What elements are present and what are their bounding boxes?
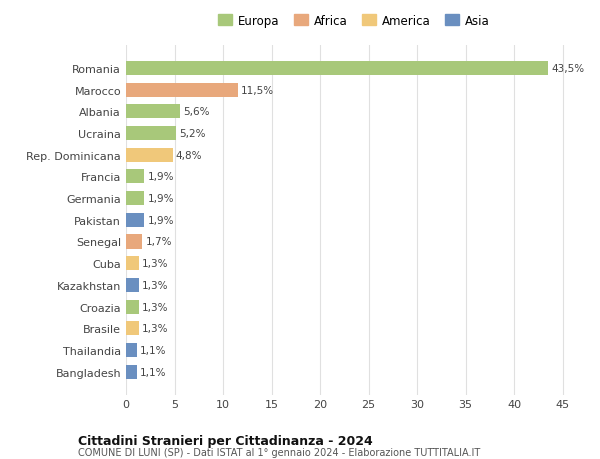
Bar (126, 343, 137, 357)
Text: Cittadini Stranieri per Cittadinanza - 2024: Cittadini Stranieri per Cittadinanza - 2… (78, 434, 373, 447)
Bar (126, 213, 145, 227)
Bar (126, 192, 145, 206)
Text: COMUNE DI LUNI (SP) - Dati ISTAT al 1° gennaio 2024 - Elaborazione TUTTITALIA.IT: COMUNE DI LUNI (SP) - Dati ISTAT al 1° g… (78, 448, 480, 458)
Bar (126, 170, 145, 184)
Text: 11,5%: 11,5% (241, 85, 274, 95)
Bar (126, 278, 139, 292)
Legend: Europa, Africa, America, Asia: Europa, Africa, America, Asia (214, 10, 494, 32)
Text: 1,3%: 1,3% (142, 324, 168, 334)
Text: 1,9%: 1,9% (148, 194, 174, 204)
Text: 1,9%: 1,9% (148, 215, 174, 225)
Text: 1,3%: 1,3% (142, 280, 168, 290)
Bar (126, 321, 139, 336)
Bar (126, 300, 139, 314)
Text: 4,8%: 4,8% (175, 151, 202, 160)
Bar (126, 365, 137, 379)
Bar (126, 84, 238, 97)
Bar (126, 235, 142, 249)
Text: 1,1%: 1,1% (140, 367, 166, 377)
Text: 1,3%: 1,3% (142, 302, 168, 312)
Bar (126, 148, 173, 162)
Text: 5,6%: 5,6% (183, 107, 210, 117)
Bar (126, 127, 176, 141)
Bar (126, 105, 181, 119)
Text: 1,1%: 1,1% (140, 345, 166, 355)
Text: 43,5%: 43,5% (551, 64, 584, 74)
Text: 1,7%: 1,7% (145, 237, 172, 247)
Text: 1,9%: 1,9% (148, 172, 174, 182)
Bar (126, 257, 139, 271)
Text: 5,2%: 5,2% (179, 129, 206, 139)
Bar (126, 62, 548, 76)
Text: 1,3%: 1,3% (142, 258, 168, 269)
